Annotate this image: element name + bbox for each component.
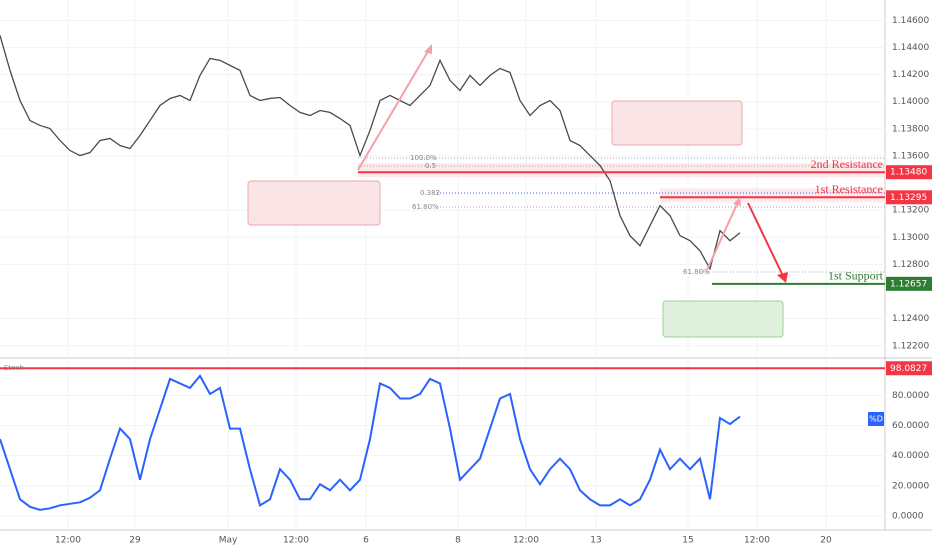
note-box [247, 180, 381, 226]
price-tag [886, 361, 932, 376]
x-tick-label: 13 [590, 536, 601, 546]
y-tick-label: 80.0000 [892, 391, 929, 401]
note-boxes [247, 100, 784, 338]
note-box [662, 300, 784, 338]
arrow-head [424, 44, 432, 54]
y-tick-label: 1.14400 [892, 43, 929, 53]
arrow [706, 201, 739, 271]
arrow-head [777, 272, 788, 283]
y-tick-label: 60.0000 [892, 421, 929, 431]
legend-badge-label: %D [869, 415, 883, 424]
price-tag [886, 165, 932, 180]
arrow-head [733, 197, 741, 206]
y-tick-label: 1.14200 [892, 70, 929, 80]
price-tag-label: 1.12657 [890, 279, 927, 289]
fib-label: 61.80% [412, 203, 439, 211]
arrow [747, 202, 784, 277]
fib-label: 0.382 [420, 189, 440, 197]
price-tag-label: 1.13295 [890, 193, 927, 203]
x-tick-label: May [219, 536, 238, 546]
fib-label: 100.0% [410, 154, 437, 162]
y-tick-label: 1.12400 [892, 314, 929, 324]
y-tick-label: 20.0000 [892, 481, 929, 491]
x-tick-label: 12:00 [55, 536, 81, 546]
x-tick-label: 12:00 [513, 536, 539, 546]
price-tag-label: 98.0827 [890, 364, 927, 374]
x-tick-label: 15 [682, 536, 693, 546]
arrows [357, 44, 788, 283]
fib-label: 0.5 [425, 162, 436, 170]
y-tick-label: 1.12800 [892, 260, 929, 270]
note-box [611, 100, 743, 146]
x-tick-label: 29 [129, 536, 141, 546]
pane-title: Stoch [4, 364, 24, 372]
y-tick-label: 1.14600 [892, 16, 929, 26]
price-tag [886, 276, 932, 291]
fib-label: 61.80% [683, 268, 710, 276]
y-tick-label: 1.13800 [892, 124, 929, 134]
arrow [357, 47, 431, 171]
x-tick-label: 12:00 [283, 536, 309, 546]
level-band [358, 163, 885, 178]
x-tick-label: 20 [820, 536, 832, 546]
level-name: 2nd Resistance [811, 157, 883, 171]
level-name: 1st Support [828, 269, 884, 283]
level-name: 1st Resistance [815, 182, 883, 196]
series-line [0, 35, 741, 271]
x-tick-label: 8 [455, 536, 461, 546]
y-tick-label: 0.0000 [892, 511, 924, 521]
y-tick-label: 40.0000 [892, 451, 929, 461]
annotation-layer [0, 0, 885, 530]
series-line [0, 374, 741, 511]
y-tick-label: 1.13600 [892, 151, 929, 161]
level-band [660, 188, 885, 203]
price-tag-label: 1.13480 [890, 168, 927, 178]
y-tick-label: 1.12200 [892, 341, 929, 351]
legend-badge [868, 412, 884, 426]
y-tick-label: 1.13000 [892, 233, 929, 243]
price-tag [886, 190, 932, 205]
y-tick-label: 1.14000 [892, 97, 929, 107]
x-tick-label: 6 [363, 536, 369, 546]
x-tick-label: 12:00 [744, 536, 770, 546]
y-tick-label: 1.13200 [892, 206, 929, 216]
